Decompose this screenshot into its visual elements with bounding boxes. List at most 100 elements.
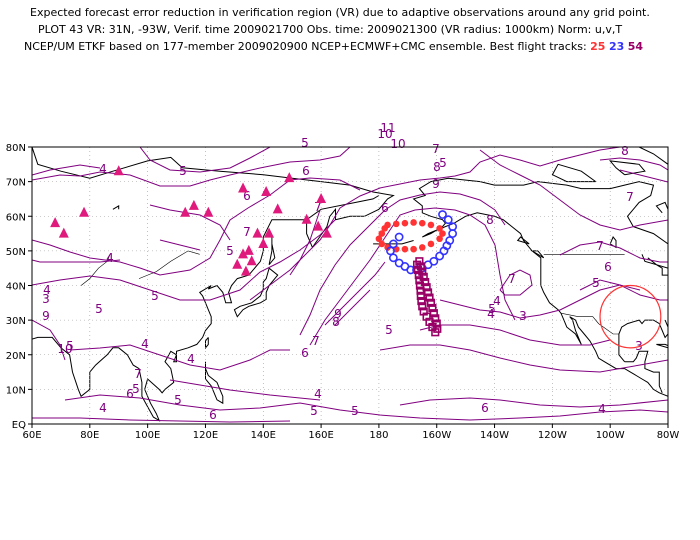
track-label-purple: 54 xyxy=(627,40,644,53)
coastline xyxy=(494,215,668,397)
contour-line xyxy=(32,259,121,263)
raob-triangle-marker xyxy=(258,237,269,248)
contour-label: 5 xyxy=(66,339,74,353)
coastline xyxy=(205,337,209,350)
flight-track-54-point xyxy=(413,265,423,275)
raob-triangle-marker xyxy=(240,265,251,276)
contour-line xyxy=(32,164,101,176)
lon-label: 180 xyxy=(369,430,388,441)
raob-markers xyxy=(50,165,332,276)
flight-track-23-point xyxy=(388,253,398,263)
contour-line xyxy=(324,261,386,326)
contour-label: 3 xyxy=(42,292,50,306)
contour-line xyxy=(32,147,351,187)
coastline xyxy=(112,205,120,210)
flight-track-25-point xyxy=(375,235,383,243)
contour-line xyxy=(289,209,321,276)
contour-line xyxy=(334,289,371,326)
lon-label: 160W xyxy=(422,430,451,441)
contour-label: 9 xyxy=(42,309,50,323)
flight-track-54-point xyxy=(417,296,426,306)
contour-label: 8 xyxy=(486,213,494,227)
lat-label: 20N xyxy=(6,351,26,362)
raob-triangle-marker xyxy=(243,244,254,255)
lon-label: 80E xyxy=(80,430,99,441)
flight-track-23-point xyxy=(388,239,398,249)
contour-line xyxy=(32,177,361,276)
coastline xyxy=(656,343,668,349)
flight-track-23-point xyxy=(438,210,447,219)
contour-label: 5 xyxy=(95,302,103,316)
contour-label: 11 xyxy=(380,121,395,135)
flight-track-25-point xyxy=(378,230,386,237)
contour-label: 7 xyxy=(314,200,322,214)
contour-line xyxy=(399,397,668,408)
contour-label: 7 xyxy=(243,225,251,239)
raob-triangle-marker xyxy=(203,206,214,217)
raob-triangle-marker xyxy=(316,192,327,203)
flight-track-25-point xyxy=(401,245,409,253)
coastline xyxy=(641,254,668,276)
raob-triangle-marker xyxy=(264,227,275,238)
flight-track-54-point xyxy=(414,271,423,280)
lon-label: 140E xyxy=(251,430,276,441)
raob-triangle-marker xyxy=(180,206,191,217)
flight-track-23-point xyxy=(394,232,404,242)
flight-track-54-point xyxy=(415,281,425,290)
flight-track-25-point xyxy=(410,219,417,226)
contour-line xyxy=(32,319,66,361)
flight-track-54-point xyxy=(425,293,434,302)
coastline xyxy=(516,236,530,245)
contour-label: 4 xyxy=(187,352,195,366)
contour-label: 4 xyxy=(598,402,606,416)
contour-line xyxy=(499,269,533,296)
contour-label: 5 xyxy=(439,156,447,170)
contour-line xyxy=(159,239,201,251)
flight-track-25-point xyxy=(378,240,386,248)
contour-label: 5 xyxy=(174,393,182,407)
verification-region xyxy=(599,284,662,349)
coastline xyxy=(412,177,668,245)
contour-label: 5 xyxy=(151,289,159,303)
lat-label: 30N xyxy=(6,316,26,327)
lat-label: 40N xyxy=(6,282,26,293)
track-label-red: 25 xyxy=(590,40,606,53)
coastline xyxy=(609,160,646,176)
lat-label: EQ xyxy=(12,420,26,431)
contour-label: 4 xyxy=(493,294,501,308)
contour-line xyxy=(309,207,516,346)
coastline xyxy=(655,201,668,217)
contour-label: 6 xyxy=(126,387,134,401)
flight-tracks xyxy=(375,210,458,337)
contour-label: 5 xyxy=(310,404,318,418)
flight-track-23-point xyxy=(386,246,395,256)
verification-region-circle xyxy=(599,284,662,349)
contour-line xyxy=(149,204,231,241)
lat-label: 70N xyxy=(6,178,26,189)
raob-triangle-marker xyxy=(238,248,249,259)
lon-label: 100W xyxy=(596,430,625,441)
contour-line xyxy=(579,279,668,301)
contour-label: 6 xyxy=(243,189,251,203)
contour-label: 6 xyxy=(301,346,309,360)
flight-track-23-point xyxy=(435,251,445,261)
contour-label: 3 xyxy=(519,309,527,323)
contour-label: 8 xyxy=(332,315,340,329)
lon-label: 120E xyxy=(193,430,218,441)
contour-line xyxy=(64,394,668,421)
contour-label: 8 xyxy=(621,144,629,158)
coastline xyxy=(172,354,177,363)
contour-label: 5 xyxy=(132,382,140,396)
contour-label: 4 xyxy=(487,307,495,321)
lon-label: 60E xyxy=(22,430,41,441)
flight-track-54-point xyxy=(419,307,428,316)
coastline xyxy=(618,319,668,363)
flight-track-54-point xyxy=(415,276,424,285)
contour-label: 5 xyxy=(179,164,187,178)
contour-label: 6 xyxy=(302,164,310,178)
contour-label: 5 xyxy=(592,276,600,290)
raob-triangle-marker xyxy=(188,199,199,210)
lat-label: 50N xyxy=(6,247,26,258)
track-label-blue: 23 xyxy=(608,40,625,53)
